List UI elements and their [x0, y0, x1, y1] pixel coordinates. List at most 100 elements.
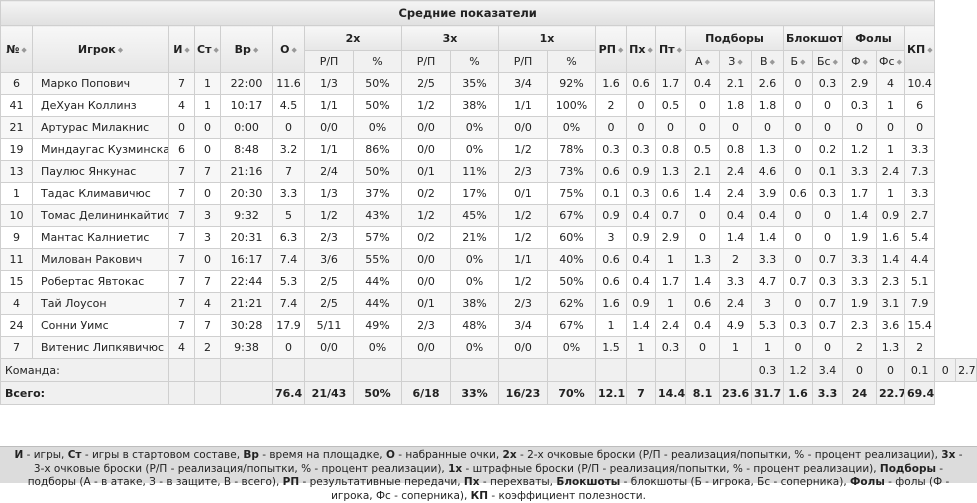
player-name[interactable]: Тадас Климавичюс [32, 182, 169, 205]
stat-cell: 1 [751, 336, 784, 359]
stat-cell: 2.3 [842, 314, 877, 337]
stat-cell: 7 [168, 248, 195, 271]
stat-cell: 2 [194, 336, 221, 359]
col-steals[interactable]: Пх ◆ [626, 25, 656, 73]
stat-cell: 7 [168, 270, 195, 293]
sort-arrows-icon[interactable]: ◆ [676, 45, 682, 54]
player-name[interactable]: Робертас Явтокас [32, 270, 169, 293]
col-foul-against[interactable]: Фс ◆ [876, 50, 905, 73]
sort-arrows-icon[interactable]: ◆ [21, 45, 27, 54]
col-efficiency[interactable]: КП ◆ [903, 25, 936, 73]
stat-cell: 24 [0, 314, 33, 337]
player-name[interactable]: ДеХуан Коллинз [32, 94, 169, 117]
legend-term: Вр [243, 449, 259, 461]
col-2pt-made[interactable]: Р/П [304, 50, 354, 73]
total-stat-cell [194, 381, 221, 405]
sort-arrows-icon[interactable]: ◆ [252, 45, 259, 54]
stat-cell: 11.6 [272, 72, 305, 95]
team-stat-cell [626, 358, 656, 382]
sort-arrows-icon[interactable]: ◆ [737, 58, 743, 66]
stat-cell: 11 [0, 248, 33, 271]
legend-term: КП [470, 489, 489, 502]
sort-arrows-icon[interactable]: ◆ [184, 45, 190, 54]
stat-cell: 0 [783, 160, 813, 183]
col-3pt-made[interactable]: Р/П [401, 50, 451, 73]
col-reb-off[interactable]: А ◆ [685, 50, 720, 73]
player-name[interactable]: Сонни Уимс [32, 314, 169, 337]
stat-cell: 6 [0, 72, 33, 95]
col-minutes[interactable]: Вр ◆ [220, 25, 273, 73]
col-ft-made[interactable]: Р/П [498, 50, 548, 73]
player-name[interactable]: Милован Ракович [32, 248, 169, 271]
col-3pt-pct[interactable]: % [450, 50, 499, 73]
stat-cell: 0.6 [626, 72, 656, 95]
table-row: 9 Мантас Калниетис 7 3 20:31 6.3 2/3 57% 0/2 21% 1… [0, 226, 977, 249]
player-name[interactable]: Паулюс Янкунас [32, 160, 169, 183]
stat-cell: 0 [168, 116, 195, 139]
sort-arrows-icon[interactable]: ◆ [927, 45, 933, 54]
sort-arrows-icon[interactable]: ◆ [896, 58, 902, 66]
sort-arrows-icon[interactable]: ◆ [647, 45, 653, 54]
stat-cell: 0/0 [304, 116, 354, 139]
col-2pt-pct[interactable]: % [353, 50, 402, 73]
legend-term: 2х [502, 449, 517, 461]
team-stat-cell [272, 358, 305, 382]
stat-cell: 0% [547, 116, 596, 139]
stat-cell: 50% [547, 270, 596, 293]
sort-arrows-icon[interactable]: ◆ [800, 58, 806, 66]
stat-cell: 67% [547, 204, 596, 227]
col-blk-for[interactable]: Б ◆ [783, 50, 813, 73]
stat-cell: 1.7 [655, 270, 686, 293]
stat-cell: 50% [353, 160, 402, 183]
total-label: Всего: [0, 381, 169, 405]
col-blk-against[interactable]: Бс ◆ [812, 50, 843, 73]
stat-cell: 44% [353, 270, 402, 293]
sort-arrows-icon[interactable]: ◆ [862, 58, 868, 66]
player-name[interactable]: Тай Лоусон [32, 292, 169, 315]
col-assists[interactable]: РП ◆ [595, 25, 627, 73]
stat-cell: 1 [626, 336, 656, 359]
player-name[interactable]: Марко Попович [32, 72, 169, 95]
sort-arrows-icon[interactable]: ◆ [832, 58, 838, 66]
sort-arrows-icon[interactable]: ◆ [617, 45, 624, 54]
sort-arrows-icon[interactable]: ◆ [769, 58, 775, 66]
group-2pt: 2х [304, 25, 402, 51]
stat-cell: 73% [547, 160, 596, 183]
col-num[interactable]: № ◆ [0, 25, 33, 73]
table-row: 7 Витенис Липкявичюс 4 2 9:38 0 0/0 0% 0/0 0% 0/0 0… [0, 336, 977, 359]
stat-cell: 0/2 [401, 182, 451, 205]
sort-arrows-icon[interactable]: ◆ [704, 58, 710, 66]
sort-arrows-icon[interactable]: ◆ [291, 45, 297, 54]
team-stat-cell [194, 358, 221, 382]
stat-cell: 0.3 [626, 138, 656, 161]
col-turnovers[interactable]: Пт ◆ [655, 25, 686, 73]
stat-cell: 0/1 [498, 182, 548, 205]
col-points[interactable]: О ◆ [272, 25, 305, 73]
col-games[interactable]: И ◆ [168, 25, 195, 73]
table-row: 11 Милован Ракович 7 0 16:17 7.4 3/6 55% 0/0 0% 1/… [0, 248, 977, 271]
player-name[interactable]: Витенис Липкявичюс [32, 336, 169, 359]
col-reb-def[interactable]: З ◆ [719, 50, 752, 73]
player-name[interactable]: Мантас Калниетис [32, 226, 169, 249]
col-foul-for[interactable]: Ф ◆ [842, 50, 877, 73]
stat-cell: 15.4 [903, 314, 936, 337]
col-reb-tot[interactable]: В ◆ [751, 50, 784, 73]
team-stat-cell [498, 358, 548, 382]
stat-cell: 0% [353, 116, 402, 139]
stat-cell: 1/1 [498, 248, 548, 271]
col-ft-pct[interactable]: % [547, 50, 596, 73]
stat-cell: 0 [812, 204, 843, 227]
sort-arrows-icon[interactable]: ◆ [117, 45, 124, 54]
player-name[interactable]: Артурас Милакнис [32, 116, 169, 139]
col-player[interactable]: Игрок ◆ [32, 25, 169, 73]
stat-cell: 16:17 [220, 248, 273, 271]
player-name[interactable]: Томас Делининкайтис [32, 204, 169, 227]
col-starts[interactable]: Ст ◆ [194, 25, 221, 73]
stat-cell: 1.4 [685, 182, 720, 205]
stat-cell: 7 [194, 314, 221, 337]
stat-cell: 20:31 [220, 226, 273, 249]
stat-cell: 0.9 [626, 292, 656, 315]
player-name[interactable]: Миндаугас Кузминскас [32, 138, 169, 161]
sort-arrows-icon[interactable]: ◆ [213, 45, 219, 54]
stat-cell: 1.9 [842, 292, 877, 315]
